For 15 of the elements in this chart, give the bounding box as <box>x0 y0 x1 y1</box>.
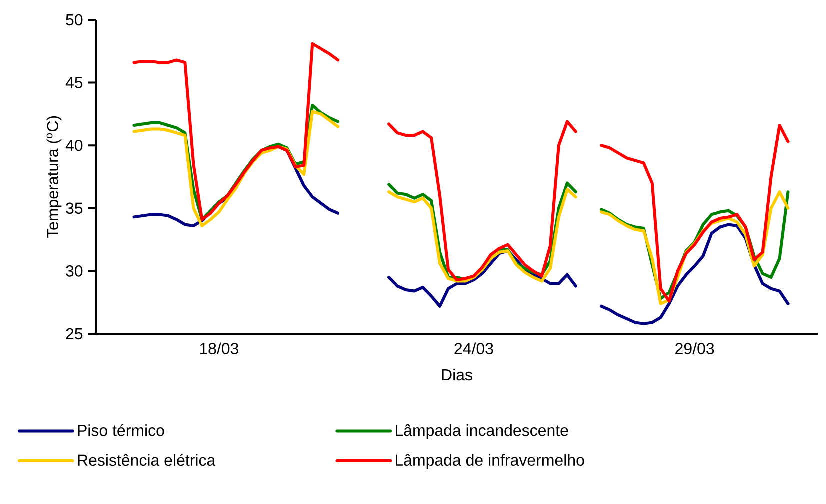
legend-label: Lâmpada incandescente <box>396 424 568 440</box>
y-tick-label: 30 <box>66 266 83 277</box>
x-axis-title: Dias <box>442 368 472 381</box>
y-tick-label: 25 <box>66 328 83 340</box>
y-tick-label: 45 <box>66 77 83 88</box>
legend-label: Lâmpada de infravermelho <box>396 454 584 470</box>
y-tick-label: 35 <box>66 202 83 214</box>
y-axis-title: Temperatura ($^{o}$C) <box>46 116 62 238</box>
x-tick-label: 29/03 <box>676 342 714 354</box>
legend-label: Resistência elétrica <box>78 454 216 466</box>
x-tick-label: 18/03 <box>200 342 238 354</box>
y-tick-label: 40 <box>66 140 83 152</box>
x-tick-label: 24/03 <box>454 342 494 354</box>
y-tick-label: 50 <box>66 14 83 26</box>
legend-label: Piso térmico <box>78 424 164 436</box>
